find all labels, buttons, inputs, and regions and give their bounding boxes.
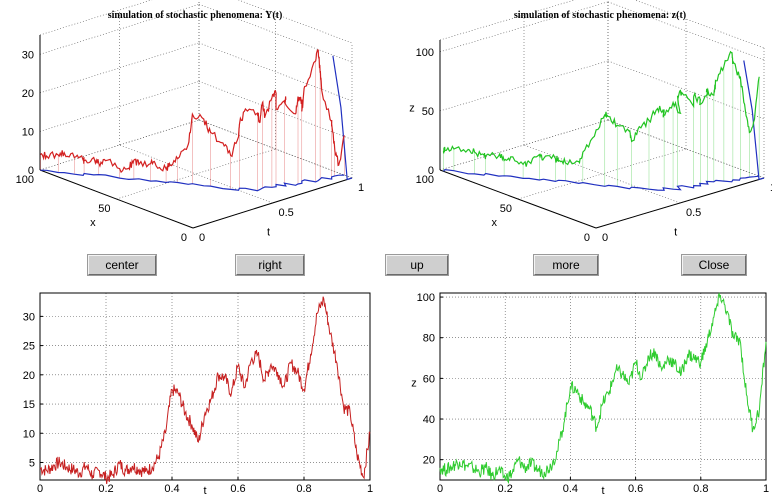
wall-grid-z <box>39 3 200 55</box>
z-tick-label: 10 <box>22 126 34 138</box>
z-tick-label: 0 <box>28 165 34 177</box>
plot-frame <box>39 292 371 481</box>
wall-projection <box>743 60 765 181</box>
x-tick-label: 1 <box>763 483 769 495</box>
x-tick-label: 0.6 <box>230 483 245 495</box>
wall-grid-z <box>198 81 353 140</box>
floor-grid-t <box>119 144 273 204</box>
stochastic-path <box>40 49 345 174</box>
wall-grid-z <box>39 42 200 94</box>
x-tick-label: 0.8 <box>296 483 311 495</box>
x-tick-label: 0.2 <box>498 483 513 495</box>
x-axis-line <box>439 169 597 229</box>
x-tick-label: 100 <box>416 174 434 186</box>
wall-grid-z <box>439 60 609 112</box>
series-line <box>439 292 767 485</box>
y-tick-label: 15 <box>23 399 35 411</box>
x-axis-label: t <box>203 485 206 496</box>
x-tick-label: 50 <box>98 203 110 215</box>
y-tick-label: 30 <box>23 311 35 323</box>
z-tick-label: 0 <box>428 165 434 177</box>
plot-frame <box>439 292 767 481</box>
x-tick-label: 0.2 <box>98 483 113 495</box>
floor-projection <box>40 169 345 192</box>
wall-grid-z <box>439 1 609 53</box>
wall-grid-z <box>607 119 765 179</box>
x-axis-line <box>39 169 194 229</box>
up-button[interactable]: up <box>385 254 449 276</box>
y-tick-label: 25 <box>23 341 35 353</box>
x-tick-label: 0.4 <box>563 483 578 495</box>
wall-top <box>39 0 153 36</box>
z-tick-label: 30 <box>22 49 34 61</box>
t-tick-label: 0 <box>199 232 205 244</box>
close-button[interactable]: Close <box>681 254 747 276</box>
x-tick-label: 0.4 <box>164 483 179 495</box>
t-tick-label: 0.5 <box>279 207 294 219</box>
x-axis-label: x <box>491 217 497 229</box>
wall-grid-z <box>198 42 353 102</box>
wall-top <box>237 0 353 44</box>
right-button[interactable]: right <box>235 254 305 276</box>
wall-grid-z <box>39 119 200 171</box>
y-tick-label: 5 <box>29 457 35 469</box>
x-tick-label: 0 <box>584 232 590 244</box>
t-tick-label: 1 <box>770 182 772 194</box>
center-button[interactable]: center <box>87 254 157 276</box>
x-tick-label: 1 <box>367 483 373 495</box>
t-tick-label: 1 <box>358 182 364 194</box>
z-tick-label: 20 <box>22 88 34 100</box>
t-axis-line <box>595 177 765 229</box>
x-axis-label: t <box>601 485 604 496</box>
floor-projection <box>443 168 760 191</box>
x-tick-label: 0.8 <box>693 483 708 495</box>
t-tick-label: 0 <box>602 232 608 244</box>
plot-title-y: simulation of stochastic phenomena: Y(t) <box>108 10 283 21</box>
x-tick-label: 0 <box>181 232 187 244</box>
x-tick-label: 0 <box>437 483 443 495</box>
floor-grid-t <box>523 144 681 204</box>
floor-grid-x <box>116 148 276 200</box>
y-tick-label: 40 <box>423 414 435 426</box>
x-tick-label: 0 <box>37 483 43 495</box>
z-tick-label: 100 <box>416 47 434 59</box>
z-axis-label: z <box>409 103 415 115</box>
wall-grid-z <box>39 81 200 132</box>
line-chart-z: 0 0.2 0.4 0.6 0.8 1 20 40 60 80 100 t z <box>411 292 769 496</box>
stochastic-path <box>442 50 760 167</box>
floor-grid-x <box>517 148 687 200</box>
wall-grid-z <box>198 4 353 63</box>
x-tick-label: 100 <box>16 174 34 186</box>
more-button[interactable]: more <box>533 254 599 276</box>
y-tick-label: 20 <box>423 455 435 467</box>
y-tick-label: 100 <box>417 292 435 304</box>
t-axis-label: t <box>267 227 270 239</box>
series-line <box>39 296 371 484</box>
plot-title-z: simulation of stochastic phenomena: z(t) <box>514 10 686 21</box>
t-axis-line <box>192 177 353 229</box>
y-tick-label: 80 <box>423 333 435 345</box>
x-axis-label: x <box>90 217 96 229</box>
wall-top <box>439 0 576 41</box>
surface-plot-z: simulation of stochastic phenomena: z(t)… <box>409 0 772 244</box>
y-tick-label: 60 <box>423 373 435 385</box>
z-tick-label: 50 <box>422 106 434 118</box>
wall-grid-z <box>607 60 765 120</box>
y-axis-label: z <box>411 378 417 390</box>
y-tick-label: 20 <box>23 370 35 382</box>
x-tick-label: 0.6 <box>628 483 643 495</box>
wall-top <box>634 0 765 49</box>
surface-plot-y: simulation of stochastic phenomena: Y(t)… <box>16 0 364 244</box>
t-tick-label: 0.5 <box>686 207 701 219</box>
t-axis-label: t <box>674 227 677 239</box>
wall-projection <box>332 55 353 181</box>
x-tick-label: 50 <box>500 203 512 215</box>
wall-grid-z <box>607 1 765 61</box>
y-tick-label: 10 <box>23 428 35 440</box>
